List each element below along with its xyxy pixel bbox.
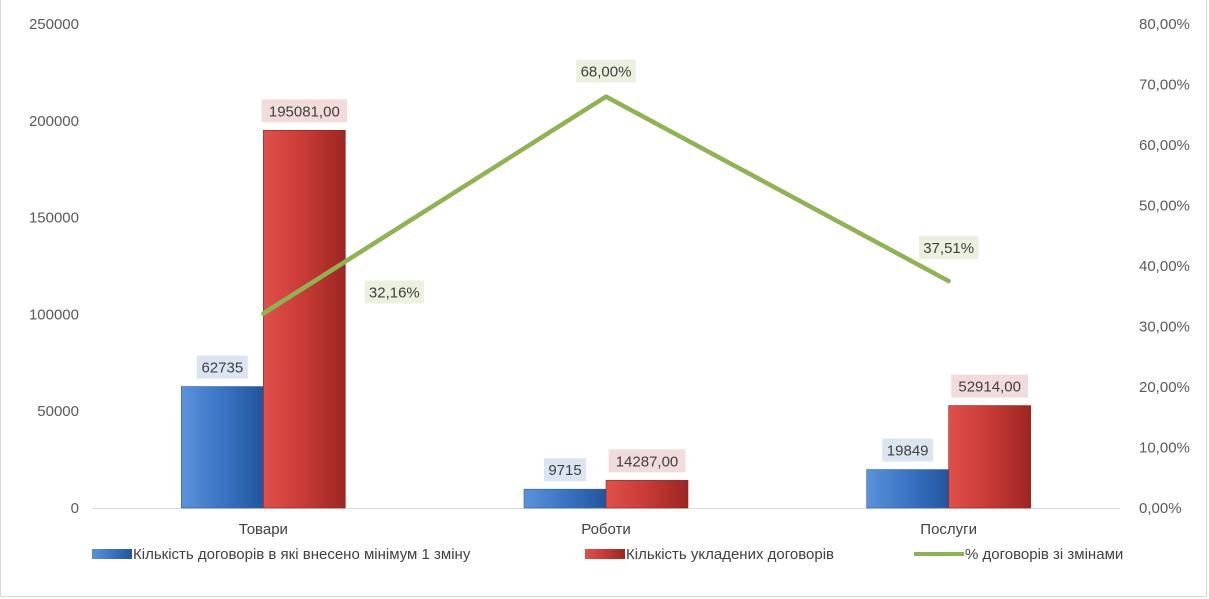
data-label-text: 14287,00 (616, 453, 679, 470)
legend-item: Кількість договорів в які внесено мініму… (92, 546, 471, 563)
line-data-label: 37,51% (918, 236, 979, 260)
legend-item: Кількість укладених договорів (585, 546, 834, 563)
bar-data-label: 9715 (543, 458, 587, 482)
data-label-bg (608, 449, 686, 473)
y-left-tick-label: 250000 (29, 16, 79, 33)
data-label-text: 37,51% (923, 240, 974, 257)
data-label-bg (364, 280, 425, 304)
legend-label: % договорів зі змінами (965, 546, 1123, 563)
y-right-tick-label: 60,00% (1139, 137, 1190, 154)
y-right-tick-label: 80,00% (1139, 16, 1190, 33)
data-label-bg (576, 59, 636, 83)
bar-data-label: 62735 (196, 355, 248, 379)
data-label-text: 9715 (548, 462, 581, 479)
data-label-bg (951, 374, 1029, 398)
data-label-text: 68,00% (581, 64, 632, 81)
legend-label: Кількість договорів в які внесено мініму… (133, 546, 471, 563)
line-series (261, 94, 951, 316)
legend-swatch (92, 549, 132, 559)
data-label-text: 195081,00 (269, 103, 340, 120)
data-label-bg (196, 355, 248, 379)
bar (866, 469, 949, 509)
bar-data-label: 19849 (882, 438, 934, 462)
x-tick-label: Послуги (920, 521, 977, 538)
x-tick-label: Роботи (581, 521, 631, 538)
bar (181, 386, 264, 509)
bar (605, 480, 689, 509)
data-label-bg (882, 438, 934, 462)
data-label-bg (543, 458, 587, 482)
y-left-tick-label: 50000 (37, 403, 79, 420)
y-right-tick-label: 0,00% (1139, 500, 1182, 517)
y-right-tick-label: 40,00% (1139, 258, 1190, 275)
y-right-tick-label: 50,00% (1139, 198, 1190, 215)
legend-swatch (585, 549, 625, 559)
bar (263, 130, 346, 509)
line-data-label: 68,00% (576, 59, 636, 83)
legend-item: % договорів зі змінами (914, 546, 1123, 563)
y-left-tick-label: 150000 (29, 210, 79, 227)
data-label-text: 32,16% (369, 284, 420, 301)
y-right-tick-label: 70,00% (1139, 77, 1190, 94)
y-left-tick-label: 0 (71, 500, 79, 517)
data-label-bg (918, 236, 979, 260)
y-right-tick-label: 10,00% (1139, 440, 1190, 457)
bar-data-label: 195081,00 (261, 99, 348, 123)
bar-data-label: 14287,00 (608, 449, 686, 473)
y-left-tick-label: 200000 (29, 113, 79, 130)
data-label-text: 52914,00 (958, 379, 1021, 396)
legend-label: Кількість укладених договорів (626, 546, 834, 563)
data-label-text: 62735 (201, 360, 243, 377)
y-left-tick-label: 100000 (29, 306, 79, 323)
line-data-label: 32,16% (364, 280, 425, 304)
data-label-text: 19849 (887, 443, 929, 460)
y-right-tick-label: 30,00% (1139, 319, 1190, 336)
bar (948, 405, 1031, 509)
bar (523, 488, 607, 509)
data-label-bg (261, 99, 348, 123)
bar-data-label: 52914,00 (951, 374, 1029, 398)
x-tick-label: Товари (239, 521, 288, 538)
y-right-tick-label: 20,00% (1139, 379, 1190, 396)
